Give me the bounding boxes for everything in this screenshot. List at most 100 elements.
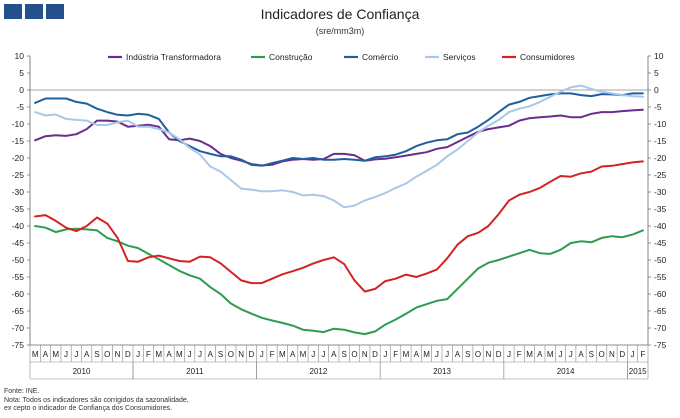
series-line-consumidores <box>34 160 644 293</box>
y-tick-label-right: -45 <box>654 238 667 248</box>
month-tick-label: A <box>578 350 584 359</box>
month-tick-label: N <box>609 350 615 359</box>
month-tick-label: A <box>166 350 172 359</box>
month-tick-label: J <box>435 350 439 359</box>
y-tick-label-left: -70 <box>12 323 25 333</box>
month-tick-label: J <box>631 350 635 359</box>
month-tick-label: S <box>341 350 346 359</box>
month-tick-label: J <box>445 350 449 359</box>
y-tick-label-right: 0 <box>654 85 659 95</box>
month-tick-label: F <box>393 350 398 359</box>
month-tick-label: M <box>52 350 59 359</box>
month-tick-label: M <box>547 350 554 359</box>
y-tick-label-left: -40 <box>12 221 25 231</box>
y-tick-label-left: 5 <box>19 68 24 78</box>
month-tick-label: D <box>496 350 502 359</box>
year-label: 2013 <box>433 367 451 376</box>
month-tick-label: J <box>383 350 387 359</box>
month-tick-label: A <box>537 350 543 359</box>
month-tick-label: A <box>84 350 90 359</box>
series-line-comercio <box>34 92 644 167</box>
y-tick-label-right: -15 <box>654 136 667 146</box>
month-tick-label: D <box>125 350 131 359</box>
series-line-construcao <box>34 225 644 336</box>
year-label: 2010 <box>73 367 91 376</box>
y-tick-label-left: -60 <box>12 289 25 299</box>
y-tick-label-right: -5 <box>654 102 662 112</box>
month-tick-label: J <box>188 350 192 359</box>
y-tick-label-left: -30 <box>12 187 25 197</box>
y-tick-label-left: -65 <box>12 306 25 316</box>
source-note: Fonte: INE. Nota: Todos os indicadores s… <box>4 388 189 414</box>
y-tick-label-left: -75 <box>12 340 25 350</box>
y-tick-label-left: -50 <box>12 255 25 265</box>
legend-entry-label: Indústria Transformadora <box>126 52 221 62</box>
month-tick-label: S <box>589 350 594 359</box>
legend-entry-label: Comércio <box>362 52 399 62</box>
y-tick-label-left: -15 <box>12 136 25 146</box>
month-tick-label: F <box>517 350 522 359</box>
logo-block <box>4 4 22 19</box>
month-tick-label: J <box>569 350 573 359</box>
series-line-servicos <box>34 84 644 209</box>
month-tick-label: M <box>300 350 307 359</box>
month-tick-label: M <box>176 350 183 359</box>
month-tick-label: O <box>228 350 234 359</box>
month-tick-label: M <box>526 350 533 359</box>
month-tick-label: O <box>351 350 357 359</box>
source-line: Fonte: INE. <box>4 388 40 395</box>
month-tick-label: D <box>249 350 255 359</box>
month-tick-label: M <box>279 350 286 359</box>
y-tick-label-left: 0 <box>19 85 24 95</box>
note-line-1: Nota: Todos os indicadores são corrigido… <box>4 396 189 404</box>
month-tick-label: J <box>74 350 78 359</box>
month-tick-label: J <box>198 350 202 359</box>
month-tick-label: M <box>32 350 39 359</box>
month-tick-label: F <box>146 350 151 359</box>
month-tick-label: A <box>208 350 214 359</box>
month-tick-label: J <box>311 350 315 359</box>
month-tick-label: N <box>238 350 244 359</box>
month-tick-label: J <box>507 350 511 359</box>
month-tick-label: A <box>331 350 337 359</box>
y-tick-label-right: -40 <box>654 221 667 231</box>
month-tick-label: O <box>104 350 110 359</box>
y-tick-label-right: -75 <box>654 340 667 350</box>
month-tick-label: J <box>558 350 562 359</box>
month-tick-label: F <box>640 350 645 359</box>
month-tick-label: A <box>414 350 420 359</box>
year-label: 2011 <box>186 367 204 376</box>
month-tick-label: M <box>423 350 430 359</box>
month-tick-label: N <box>115 350 121 359</box>
y-tick-label-right: -70 <box>654 323 667 333</box>
month-tick-label: S <box>218 350 223 359</box>
year-label: 2015 <box>629 367 647 376</box>
month-tick-label: O <box>599 350 605 359</box>
y-tick-label-right: -35 <box>654 204 667 214</box>
series-line-industria-transformadora <box>34 108 644 167</box>
month-tick-label: M <box>403 350 410 359</box>
month-tick-label: J <box>64 350 68 359</box>
year-label: 2014 <box>557 367 575 376</box>
month-tick-label: M <box>155 350 162 359</box>
month-tick-label: O <box>475 350 481 359</box>
y-tick-label-right: -10 <box>654 119 667 129</box>
y-tick-label-right: -65 <box>654 306 667 316</box>
y-tick-label-left: 10 <box>15 51 25 61</box>
month-tick-label: J <box>136 350 140 359</box>
y-tick-label-left: -5 <box>16 102 24 112</box>
logo-block <box>25 4 43 19</box>
month-tick-label: D <box>619 350 625 359</box>
y-tick-label-right: -60 <box>654 289 667 299</box>
month-tick-label: S <box>94 350 99 359</box>
month-tick-label: J <box>322 350 326 359</box>
month-tick-label: S <box>465 350 470 359</box>
y-tick-label-right: 10 <box>654 51 664 61</box>
y-tick-label-right: -20 <box>654 153 667 163</box>
y-tick-label-left: -55 <box>12 272 25 282</box>
chart-subtitle: (sre/mm3m) <box>315 26 365 36</box>
y-tick-label-left: -10 <box>12 119 25 129</box>
note-line-2: ex cepto o indicador de Confiança dos Co… <box>4 405 173 412</box>
y-tick-label-left: -25 <box>12 170 25 180</box>
